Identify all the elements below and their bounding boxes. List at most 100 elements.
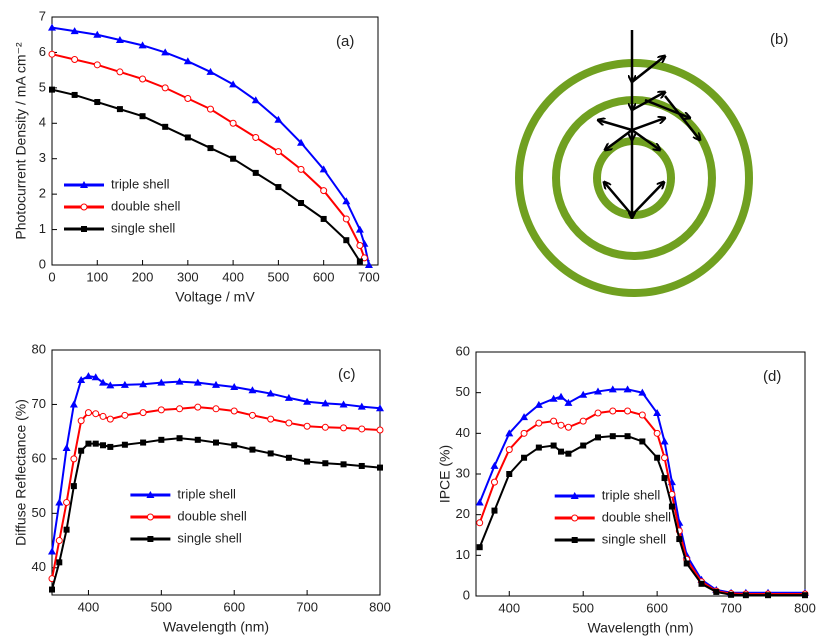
- chart: 400 500 600 700 800 0 10 20 30 40 50 60 Wavelength (…: [437, 343, 816, 635]
- marker: [139, 75, 147, 83]
- y-tick-label: 80: [32, 341, 46, 356]
- y-tick-label: 60: [32, 450, 46, 465]
- legend-marker: [147, 536, 154, 542]
- marker: [161, 84, 169, 92]
- panel-label: (d): [763, 368, 781, 385]
- panel-label: (a): [336, 33, 354, 50]
- marker: [251, 96, 260, 104]
- marker: [319, 165, 328, 173]
- chart: 0 100 200 300 400 500 600 700 0 1 2 3 4 5 6 7 Voltage / …: [13, 8, 380, 304]
- light-arrows: [598, 30, 700, 218]
- inner-shell: [593, 137, 675, 219]
- x-tick-label: 300: [177, 269, 199, 284]
- y-tick-label: 70: [32, 396, 46, 411]
- marker: [71, 56, 79, 64]
- marker: [320, 187, 328, 195]
- marker: [116, 106, 123, 113]
- y-tick-label: 40: [32, 559, 46, 574]
- marker: [505, 429, 514, 437]
- series-line: [51, 53, 366, 259]
- marker: [594, 409, 602, 417]
- marker: [183, 57, 192, 65]
- marker: [320, 215, 327, 222]
- legend-label: single shell: [602, 531, 666, 546]
- y-tick-label: 0: [39, 256, 46, 271]
- marker: [297, 165, 305, 173]
- marker: [157, 378, 166, 386]
- legend-label: triple shell: [602, 487, 661, 502]
- marker: [506, 471, 513, 477]
- marker: [93, 61, 101, 69]
- marker: [360, 254, 368, 262]
- marker: [357, 402, 366, 410]
- marker: [550, 442, 557, 449]
- x-tick-label: 400: [78, 599, 100, 614]
- marker: [676, 536, 683, 543]
- y-tick-label: 2: [39, 186, 46, 201]
- marker: [161, 48, 170, 56]
- marker: [490, 461, 499, 469]
- marker: [139, 409, 147, 417]
- marker: [56, 559, 63, 566]
- marker: [713, 588, 720, 595]
- marker: [579, 390, 588, 398]
- marker: [184, 134, 191, 141]
- marker: [476, 544, 483, 551]
- marker: [297, 138, 306, 146]
- marker: [70, 27, 79, 35]
- marker: [116, 68, 124, 76]
- legend-marker: [81, 226, 87, 232]
- legend-marker: [570, 492, 579, 499]
- legend-label: double shell: [602, 509, 671, 524]
- marker: [230, 383, 239, 391]
- marker: [340, 424, 348, 432]
- marker: [765, 592, 772, 599]
- marker: [609, 433, 616, 440]
- y-tick-label: 1: [39, 221, 46, 236]
- marker: [106, 415, 114, 423]
- plot-frame: [51, 349, 381, 596]
- marker: [274, 148, 282, 156]
- marker: [48, 547, 56, 555]
- marker: [377, 464, 383, 471]
- marker: [85, 440, 92, 447]
- marker: [106, 381, 115, 389]
- series-line: [51, 375, 381, 552]
- series-line: [51, 88, 361, 262]
- marker: [356, 242, 364, 250]
- legend-label: double shell: [177, 508, 246, 523]
- marker: [121, 441, 128, 448]
- y-axis-label: Photocurrent Density / mA cm⁻²: [13, 42, 29, 240]
- legend-marker: [146, 513, 154, 521]
- marker: [355, 225, 364, 233]
- marker: [558, 448, 565, 455]
- marker: [84, 372, 93, 380]
- marker: [193, 378, 202, 386]
- marker: [660, 437, 669, 445]
- legend-marker: [571, 514, 579, 522]
- marker: [579, 417, 587, 425]
- marker: [285, 454, 292, 461]
- marker: [521, 454, 528, 461]
- marker: [77, 417, 85, 425]
- marker: [304, 458, 311, 465]
- marker: [206, 105, 214, 113]
- marker: [55, 498, 64, 506]
- x-tick-label: 500: [572, 600, 594, 615]
- marker: [476, 519, 484, 527]
- y-axis-label: Diffuse Reflectance (%): [13, 399, 29, 546]
- marker: [139, 113, 146, 120]
- x-tick-label: 700: [720, 600, 742, 615]
- x-tick-label: 700: [296, 599, 318, 614]
- marker: [624, 407, 632, 415]
- marker: [63, 526, 70, 533]
- marker: [340, 461, 347, 468]
- legend-marker: [571, 537, 578, 543]
- marker: [176, 405, 184, 413]
- marker: [535, 444, 542, 451]
- legend-marker: [80, 203, 88, 211]
- marker: [230, 407, 238, 415]
- legend-label: single shell: [111, 220, 175, 235]
- x-tick-label: 0: [48, 269, 55, 284]
